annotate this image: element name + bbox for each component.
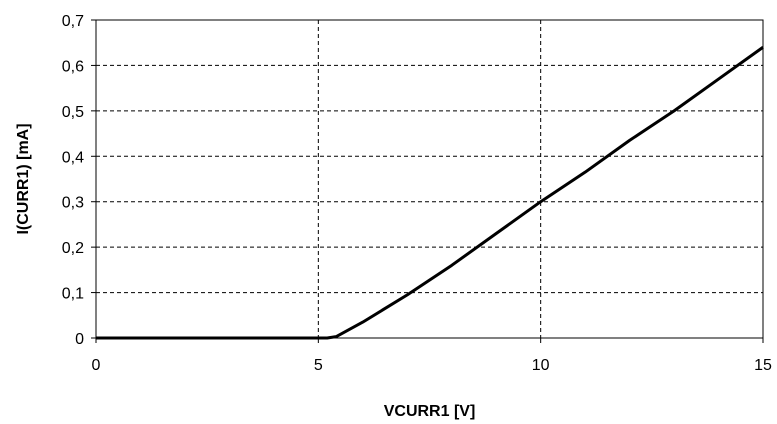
y-tick-label: 0,7 (62, 13, 84, 30)
series-group (96, 46, 764, 340)
tick-labels: 0 0,1 0,2 0,3 0,4 0,5 0,6 0,7 0 5 10 15 (62, 13, 772, 374)
series-line (96, 46, 764, 340)
x-tick-label: 15 (754, 357, 772, 374)
plot-area-border (95, 19, 764, 339)
x-axis-title: VCURR1 [V] (384, 403, 476, 420)
axis-ticks (91, 19, 764, 343)
y-tick-label: 0,5 (62, 104, 84, 121)
x-tick-label: 5 (314, 357, 323, 374)
y-tick-label: 0,2 (62, 240, 84, 257)
y-tick-label: 0,3 (62, 195, 84, 212)
x-tick-label: 0 (92, 357, 101, 374)
y-tick-label: 0,6 (62, 58, 84, 75)
y-tick-label: 0 (75, 331, 84, 348)
x-tick-label: 10 (532, 357, 550, 374)
y-axis-title: I(CURR1) [mA] (15, 123, 32, 234)
y-tick-label: 0,1 (62, 286, 84, 303)
y-tick-label: 0,4 (62, 149, 84, 166)
grid-lines (96, 20, 763, 338)
